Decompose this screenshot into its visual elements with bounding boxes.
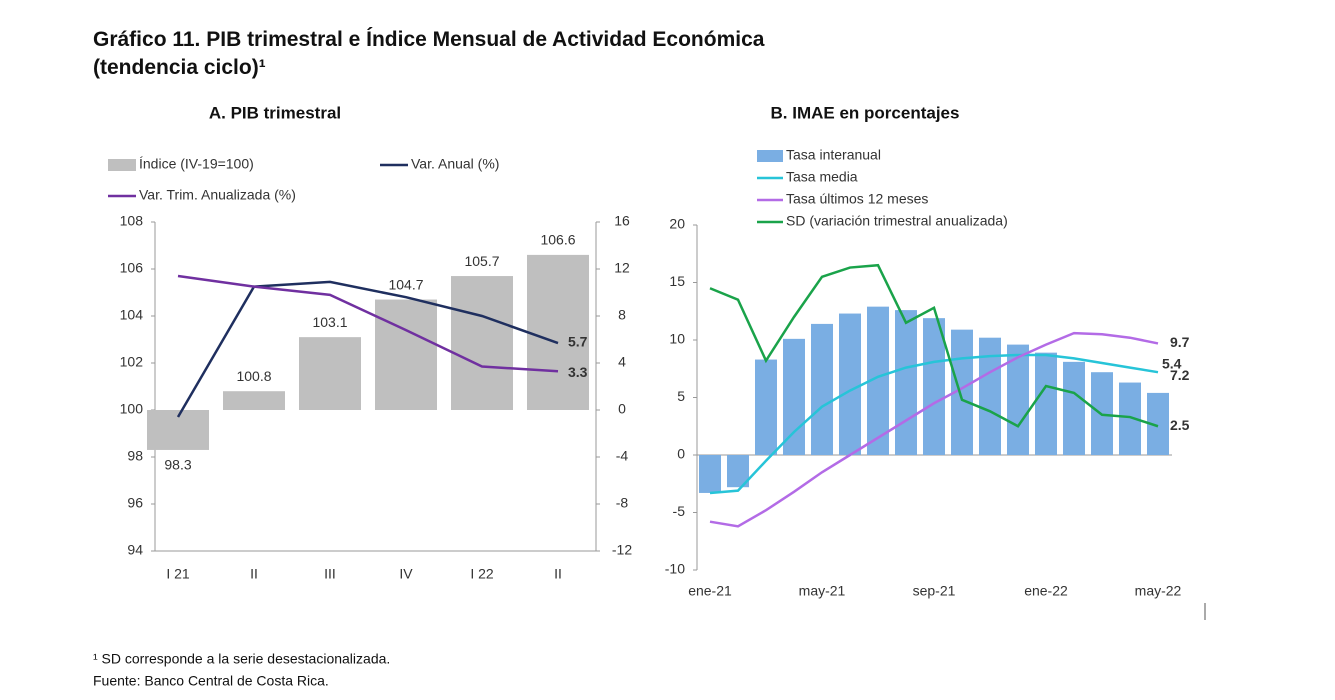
y-tick-label: 98 bbox=[127, 448, 143, 464]
y-tick-label: 20 bbox=[669, 216, 685, 232]
y2-tick-label: -4 bbox=[616, 448, 629, 464]
legend-label: Var. Anual (%) bbox=[411, 156, 499, 172]
legend-label: Var. Trim. Anualizada (%) bbox=[139, 187, 296, 203]
x-tick-label: may-21 bbox=[799, 583, 846, 599]
x-tick-label: sep-21 bbox=[913, 583, 956, 599]
x-tick-label: I 21 bbox=[166, 566, 190, 582]
y2-tick-label: 0 bbox=[618, 401, 626, 417]
bar bbox=[811, 323, 833, 455]
title-line: (tendencia ciclo)¹ bbox=[93, 56, 266, 79]
bar bbox=[923, 318, 945, 455]
legend-swatch bbox=[108, 159, 136, 171]
bar-label: 106.6 bbox=[540, 232, 575, 248]
y-tick-label: 102 bbox=[120, 354, 144, 370]
end-label: 2.5 bbox=[1170, 417, 1190, 433]
x-tick-label: IV bbox=[399, 566, 413, 582]
end-label: 5.4 bbox=[1162, 356, 1182, 372]
title-line: Gráfico 11. PIB trimestral e Índice Mens… bbox=[93, 28, 770, 51]
bar bbox=[951, 329, 973, 455]
y-tick-label: 10 bbox=[669, 331, 685, 347]
x-tick-label: II bbox=[250, 566, 258, 582]
end-label: 3.3 bbox=[568, 364, 588, 380]
x-tick-label: III bbox=[324, 566, 336, 582]
bar bbox=[979, 337, 1001, 455]
legend-label: Tasa media bbox=[786, 169, 858, 185]
line bbox=[176, 280, 559, 418]
line bbox=[709, 331, 1159, 528]
y-tick-label: 108 bbox=[120, 213, 144, 229]
bar bbox=[527, 254, 589, 410]
panel-title: A. PIB trimestral bbox=[209, 103, 341, 122]
figure-title: Gráfico 11. PIB trimestral e Índice Mens… bbox=[93, 28, 770, 79]
bar bbox=[867, 306, 889, 455]
bar bbox=[895, 310, 917, 455]
panel-title: B. IMAE en porcentajes bbox=[771, 103, 960, 122]
y2-tick-label: 8 bbox=[618, 307, 626, 323]
footnote: ¹ SD corresponde a la serie desestaciona… bbox=[93, 651, 390, 667]
bar bbox=[1119, 382, 1141, 455]
legend-label: SD (variación trimestral anualizada) bbox=[786, 213, 1008, 229]
line bbox=[709, 263, 1159, 428]
y-tick-label: 0 bbox=[677, 446, 685, 462]
bar bbox=[839, 313, 861, 455]
y2-tick-label: 16 bbox=[614, 213, 630, 229]
legend-label: Tasa últimos 12 meses bbox=[786, 191, 928, 207]
x-tick-label: I 22 bbox=[470, 566, 494, 582]
x-tick-label: ene-22 bbox=[1024, 583, 1068, 599]
bar bbox=[1035, 352, 1057, 455]
y2-tick-label: 12 bbox=[614, 260, 630, 276]
bar bbox=[451, 276, 513, 410]
y-tick-label: 100 bbox=[120, 401, 144, 417]
line bbox=[709, 353, 1159, 495]
bar-label: 100.8 bbox=[236, 368, 271, 384]
bar bbox=[727, 455, 749, 488]
bar bbox=[223, 391, 285, 410]
end-label: 9.7 bbox=[1170, 334, 1190, 350]
x-tick-label: ene-21 bbox=[688, 583, 732, 599]
bar bbox=[1147, 392, 1169, 455]
y2-tick-label: -8 bbox=[616, 495, 629, 511]
y-tick-label: 104 bbox=[120, 307, 144, 323]
legend-label: Tasa interanual bbox=[786, 147, 881, 163]
y-tick-label: -10 bbox=[665, 561, 685, 577]
bar bbox=[783, 338, 805, 455]
y2-tick-label: 4 bbox=[618, 354, 626, 370]
y-tick-label: 106 bbox=[120, 260, 144, 276]
x-tick-label: may-22 bbox=[1135, 583, 1182, 599]
bar-label: 105.7 bbox=[464, 253, 499, 269]
line bbox=[177, 274, 559, 373]
bar bbox=[755, 359, 777, 455]
end-label: 5.7 bbox=[568, 334, 588, 350]
bar bbox=[375, 299, 437, 410]
bar-label: 104.7 bbox=[388, 276, 423, 292]
bar-label: 103.1 bbox=[312, 314, 347, 330]
legend-label: Índice (IV-19=100) bbox=[139, 156, 254, 172]
y-tick-label: -5 bbox=[673, 503, 686, 519]
y2-tick-label: -12 bbox=[612, 542, 632, 558]
y-tick-label: 96 bbox=[127, 495, 143, 511]
bar bbox=[1007, 344, 1029, 455]
y-tick-label: 94 bbox=[127, 542, 143, 558]
y-tick-label: 15 bbox=[669, 273, 685, 289]
legend-swatch bbox=[757, 150, 783, 162]
y-tick-label: 5 bbox=[677, 388, 685, 404]
bar-label: 98.3 bbox=[164, 457, 191, 473]
footnote: Fuente: Banco Central de Costa Rica. bbox=[93, 673, 329, 689]
bar bbox=[1063, 361, 1085, 455]
end-label: 7.2 bbox=[1170, 367, 1190, 383]
bar bbox=[699, 455, 721, 493]
x-tick-label: II bbox=[554, 566, 562, 582]
bar bbox=[299, 337, 361, 410]
